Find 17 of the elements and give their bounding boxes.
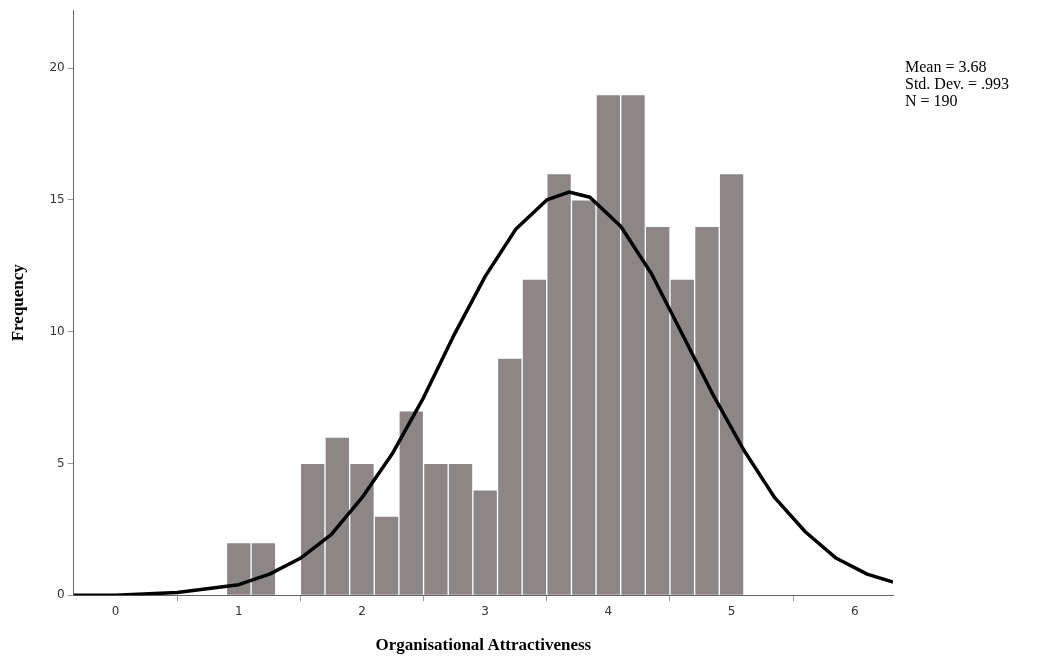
x-tick-label: 0 xyxy=(111,603,120,618)
y-tick-label: 10 xyxy=(49,323,65,338)
text: N = 190 xyxy=(905,92,958,110)
y-tick-label: 20 xyxy=(49,60,65,75)
x-tick-label: 1 xyxy=(234,603,243,618)
x-axis-title: Organisational Attractiveness xyxy=(375,635,592,655)
x-tick-label: 6 xyxy=(850,603,859,618)
y-tick-label: 5 xyxy=(57,455,65,470)
y-axis-title: Frequency xyxy=(7,263,27,342)
x-tick-label: 4 xyxy=(604,603,613,618)
text: Mean = 3.68 xyxy=(905,58,987,76)
y-tick-label: 15 xyxy=(49,192,65,207)
x-tick-label: 3 xyxy=(481,603,489,618)
y-tick-label: 0 xyxy=(57,587,65,602)
text: Std. Dev. = .993 xyxy=(905,75,1009,93)
x-tick-label: 5 xyxy=(727,603,736,618)
x-tick-label: 2 xyxy=(358,603,366,618)
